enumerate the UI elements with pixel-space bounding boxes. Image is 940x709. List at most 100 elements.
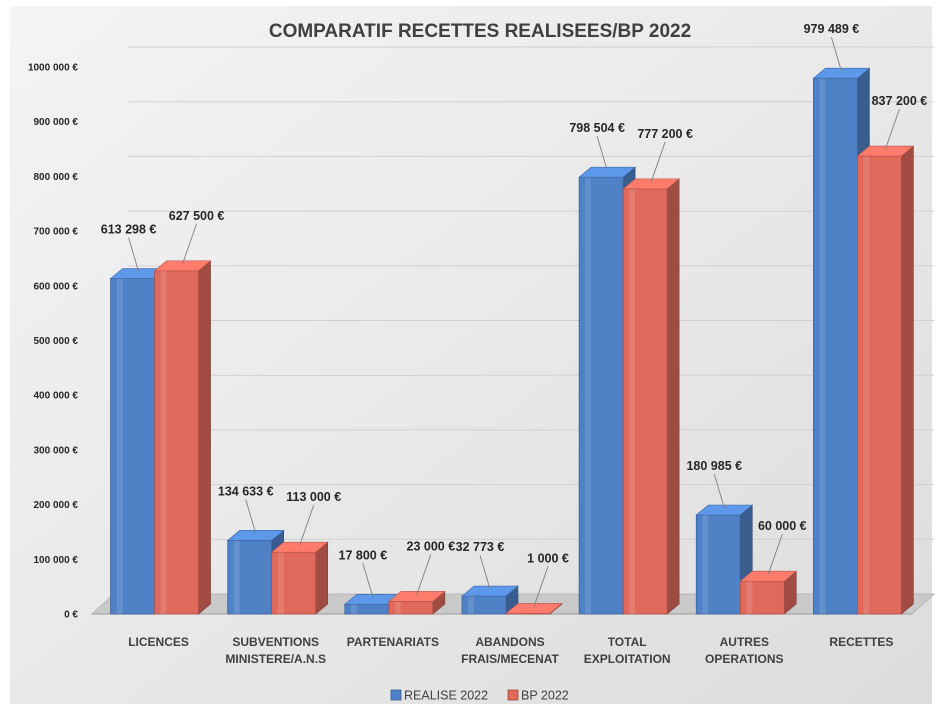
legend-label: REALISE 2022 [404, 689, 488, 703]
bar-highlight [468, 596, 474, 614]
bar-top [622, 178, 680, 190]
y-tick-label: 500 000 € [34, 336, 79, 347]
y-tick-label: 0 € [64, 610, 78, 621]
bar-side [315, 541, 329, 615]
bar-top [812, 67, 871, 79]
leader-line [596, 136, 608, 171]
bar-highlight [585, 177, 592, 614]
bar [154, 270, 199, 615]
bar-highlight [350, 604, 357, 614]
data-label: 60 000 € [758, 519, 807, 533]
data-label: 777 200 € [637, 127, 693, 141]
category-label-line: RECETTES [829, 635, 893, 649]
bar-highlight [746, 581, 753, 614]
y-tick-label: 1000 000 € [28, 63, 78, 74]
bar-highlight [277, 552, 284, 614]
data-label: 627 500 € [169, 209, 225, 223]
data-label: 17 800 € [339, 548, 388, 562]
bar-highlight [394, 601, 401, 614]
data-labels: 613 298 € 627 500 € 134 633 € 113 000 € 17 8… [101, 22, 928, 565]
data-label: 1 000 € [527, 551, 569, 565]
bar-top [578, 166, 636, 178]
category-label: AUTRES OPERATIONS [705, 635, 783, 666]
bar-side [666, 178, 680, 615]
category-label-line: EXPLOITATION [584, 652, 671, 666]
y-axis-ticks: 0 € 100 000 € 200 000 € 300 000 € 400 000 € 5… [28, 63, 78, 621]
bar-highlight [863, 156, 870, 614]
data-label: 180 985 € [686, 459, 742, 473]
leader-line [830, 37, 842, 72]
leader-line [767, 534, 783, 575]
data-label: 113 000 € [286, 490, 341, 504]
data-label: 798 504 € [569, 121, 625, 135]
data-label: 32 773 € [456, 540, 505, 554]
category-label-line: OPERATIONS [705, 652, 783, 666]
category-label-line: AUTRES [720, 635, 769, 649]
category-label-line: PARTENARIATS [347, 635, 439, 649]
legend-swatch [390, 689, 402, 701]
y-tick-label: 800 000 € [34, 172, 79, 183]
legend-label: BP 2022 [521, 689, 569, 703]
category-label: LICENCES [128, 635, 189, 649]
leader-line [650, 141, 666, 183]
bar-top [153, 260, 212, 272]
bar-top [856, 145, 915, 157]
bar-highlight [819, 78, 826, 614]
bar-top [461, 585, 519, 597]
category-label-line: FRAIS/MECENAT [461, 652, 559, 666]
leader-line [299, 505, 315, 546]
y-tick-label: 700 000 € [34, 227, 79, 238]
leader-line [362, 563, 374, 598]
y-tick-label: 200 000 € [34, 500, 79, 511]
y-tick-label: 300 000 € [34, 445, 79, 456]
leader-line [416, 554, 432, 595]
bar [695, 514, 741, 615]
bar [622, 188, 668, 615]
legend: REALISE 2022 BP 2022 [390, 689, 569, 703]
bar [271, 551, 317, 615]
y-tick-label: 900 000 € [34, 117, 79, 128]
chart-title: COMPARATIF RECETTES REALISEES/BP 2022 [269, 21, 691, 42]
bar-top [226, 530, 285, 541]
category-label: RECETTES [829, 635, 893, 649]
bar-highlight [160, 270, 167, 614]
category-label-line: ABANDONS [475, 635, 544, 649]
y-tick-label: 400 000 € [34, 391, 79, 402]
leader-line [713, 473, 725, 509]
label-leader-lines [128, 37, 900, 607]
category-label: ABANDONS FRAIS/MECENAT [461, 635, 559, 666]
bar-side [901, 145, 914, 615]
category-label: SUBVENTIONS MINISTERE/A.N.S [225, 635, 326, 666]
category-label-line: SUBVENTIONS [232, 635, 319, 649]
bar-highlight [629, 188, 636, 615]
bar-top [695, 504, 754, 516]
category-labels: LICENCES SUBVENTIONS MINISTERE/A.N.S PARTEN… [128, 635, 893, 666]
y-tick-label: 100 000 € [34, 555, 79, 566]
data-label: 23 000 € [407, 539, 456, 553]
category-label-line: TOTAL [608, 635, 647, 649]
bar-top [270, 541, 329, 553]
category-label-line: LICENCES [128, 635, 189, 649]
leader-line [479, 554, 491, 590]
bar-highlight [702, 515, 709, 614]
bar-top [739, 570, 798, 582]
data-label: 837 200 € [872, 94, 928, 108]
leader-line [128, 237, 140, 272]
leader-line [245, 499, 257, 534]
data-label: 134 633 € [218, 484, 274, 498]
category-label: PARTENARIATS [347, 635, 439, 649]
leader-line [885, 108, 900, 150]
bar [739, 580, 785, 615]
bar [110, 278, 155, 615]
category-label-line: MINISTERE/A.N.S [225, 652, 326, 666]
grid-lines [128, 46, 934, 540]
category-label: TOTAL EXPLOITATION [584, 635, 671, 666]
y-tick-label: 600 000 € [34, 281, 79, 292]
bar-top [388, 591, 446, 602]
bar-side [198, 260, 211, 615]
legend-swatch [507, 689, 519, 701]
bars [109, 67, 915, 615]
data-label: 979 489 € [804, 22, 860, 36]
